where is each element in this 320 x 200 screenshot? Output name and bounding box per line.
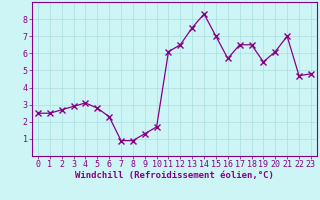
X-axis label: Windchill (Refroidissement éolien,°C): Windchill (Refroidissement éolien,°C): [75, 171, 274, 180]
